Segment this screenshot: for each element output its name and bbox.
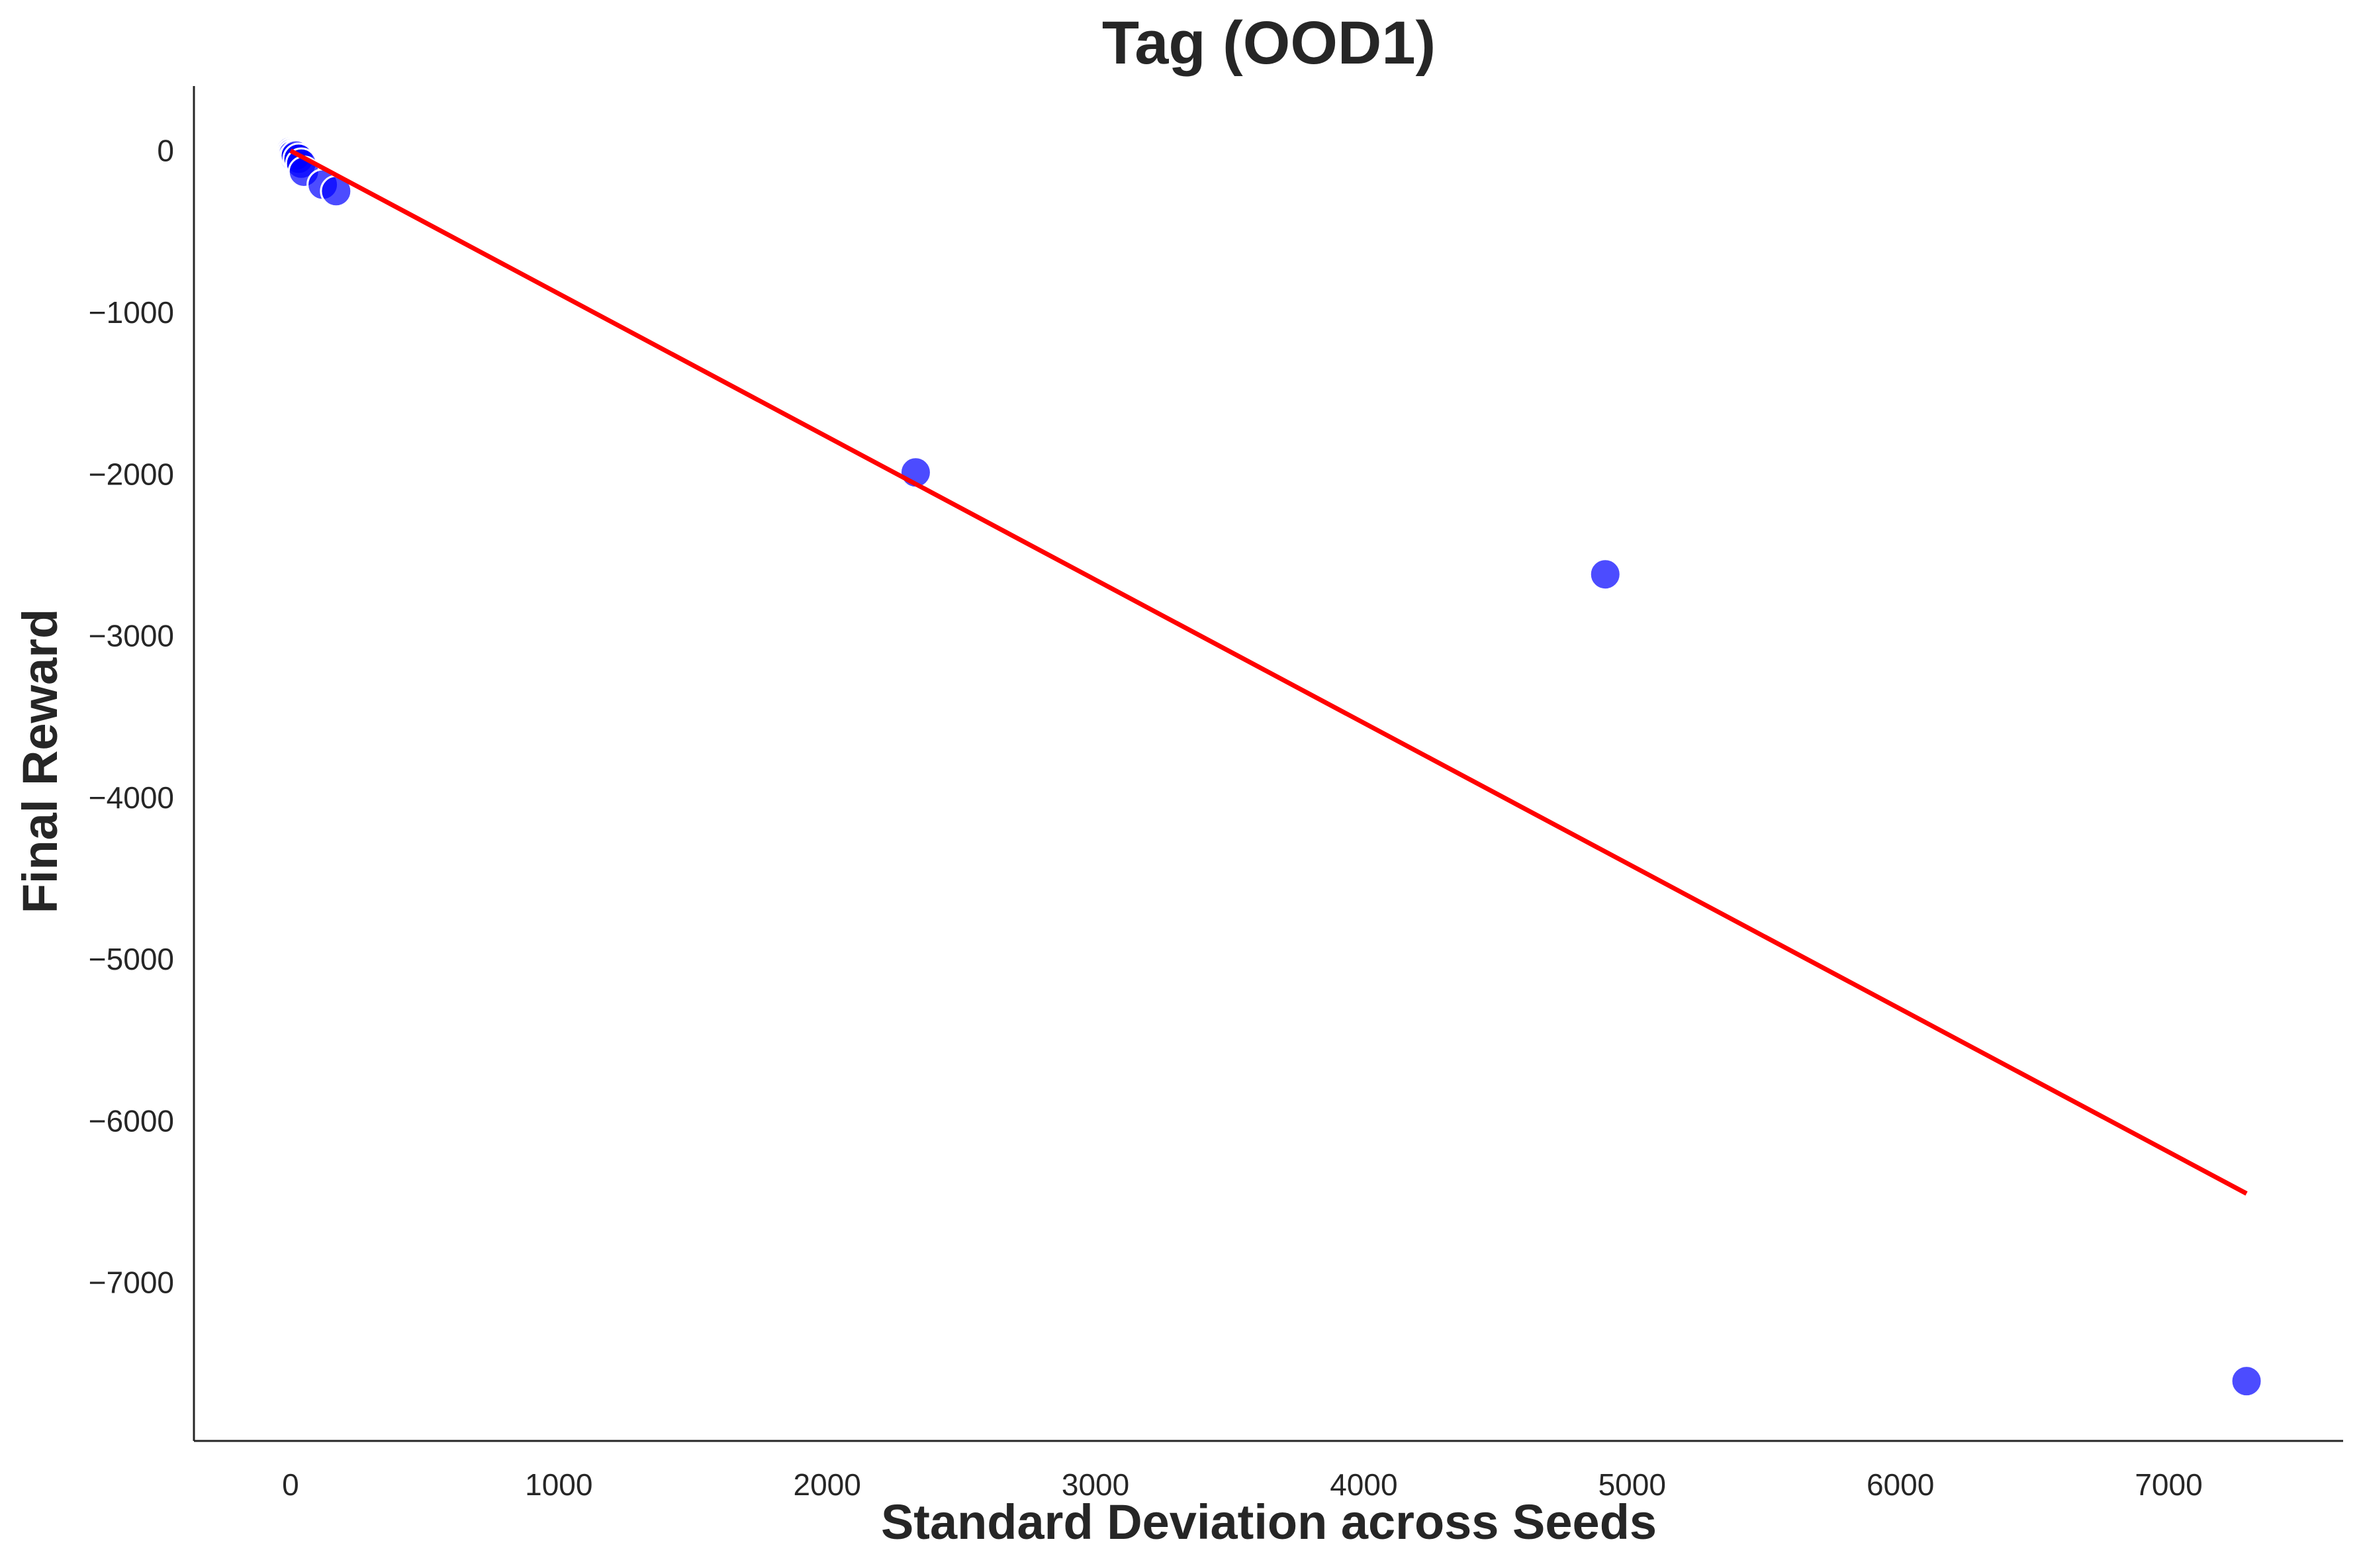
x-axis-label: Standard Deviation across Seeds (881, 1495, 1657, 1549)
regression-line (289, 148, 2248, 1196)
x-tick-label: 2000 (793, 1467, 860, 1502)
scatter-point (1589, 558, 1622, 591)
y-tick-label: −3000 (89, 619, 174, 653)
y-tick-label: −5000 (89, 942, 174, 976)
ticks: 0 1000 2000 3000 4000 5000 6000 7000 0 −1000 −2000… (89, 134, 2203, 1502)
y-tick-label: −4000 (89, 780, 174, 815)
y-axis-label: Final Reward (13, 609, 68, 914)
y-tick-label: −1000 (89, 295, 174, 330)
marks (274, 135, 2263, 1398)
scatter-point (2230, 1365, 2263, 1398)
x-tick-label: 7000 (2135, 1467, 2202, 1502)
y-tick-label: −7000 (89, 1266, 174, 1300)
x-tick-label: 3000 (1062, 1467, 1129, 1502)
y-tick-label: −6000 (89, 1103, 174, 1138)
axes (193, 86, 2343, 1442)
y-tick-label: 0 (157, 134, 174, 168)
x-tick-label: 5000 (1598, 1467, 1666, 1502)
x-tick-label: 1000 (525, 1467, 592, 1502)
x-tick-label: 4000 (1330, 1467, 1397, 1502)
x-tick-label: 0 (282, 1467, 299, 1502)
chart-title: Tag (OOD1) (1102, 9, 1436, 77)
x-tick-label: 6000 (1867, 1467, 1934, 1502)
y-tick-label: −2000 (89, 457, 174, 491)
